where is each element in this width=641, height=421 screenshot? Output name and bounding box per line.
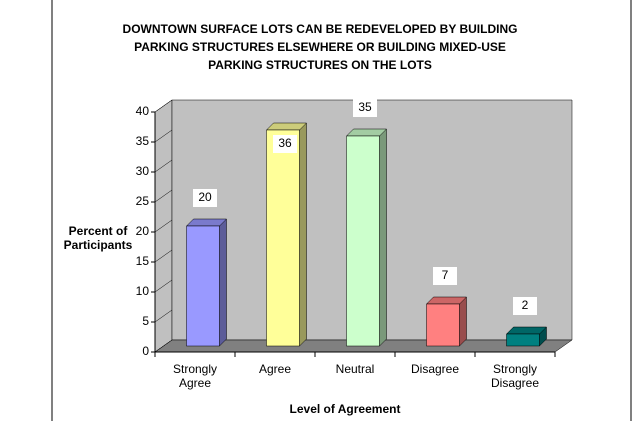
tick-depth: [154, 189, 173, 203]
x-tick-label: Agree: [259, 362, 291, 376]
bar-top: [265, 122, 308, 131]
bar-side: [219, 218, 227, 347]
y-tick-label: 25: [136, 194, 150, 208]
y-tick-label: 15: [136, 254, 150, 268]
tick-depth: [154, 309, 173, 323]
tick-depth: [154, 219, 173, 233]
bar-side: [459, 296, 467, 347]
bar: [266, 129, 300, 347]
x-tick-label: Strongly Agree: [173, 362, 217, 390]
bar-top: [505, 326, 548, 335]
x-tick-label: Disagree: [411, 362, 459, 376]
y-tick-label: 0: [142, 344, 149, 358]
x-tick-label: Neutral: [336, 362, 375, 376]
data-label: 36: [278, 136, 292, 150]
y-tick-label: 10: [136, 284, 150, 298]
y-tick-label: 30: [136, 164, 150, 178]
bar-top: [345, 128, 388, 137]
data-label-box: [433, 267, 457, 285]
bar: [426, 303, 460, 347]
y-tick-label: 35: [136, 134, 150, 148]
y-axis-label: Percent of Participants: [64, 224, 133, 252]
bar-side: [379, 128, 387, 347]
tick-depth: [154, 129, 173, 143]
data-label: 20: [198, 190, 212, 204]
x-tick-label: Strongly Disagree: [491, 362, 539, 390]
data-label: 7: [442, 268, 449, 282]
bar-side: [299, 122, 307, 347]
x-axis-label: Level of Agreement: [290, 402, 401, 416]
bar: [346, 135, 380, 347]
bar-top: [425, 296, 468, 305]
data-label-box: [353, 99, 377, 117]
data-label: 2: [522, 298, 529, 312]
tick-depth: [154, 339, 173, 353]
tick-depth: [154, 99, 173, 113]
bar: [506, 333, 540, 347]
data-label-box: [513, 297, 537, 315]
bar-top: [185, 218, 228, 227]
data-label-box: [193, 189, 217, 207]
chart-title: PARKING STRUCTURES ON THE LOTS: [208, 58, 432, 72]
tick-depth: [154, 249, 173, 263]
data-label: 35: [358, 100, 372, 114]
chart-title: DOWNTOWN SURFACE LOTS CAN BE REDEVELOPED…: [123, 22, 518, 36]
chart-title: PARKING STRUCTURES ELSEWHERE OR BUILDING…: [134, 40, 506, 54]
y-tick-label: 40: [136, 104, 150, 118]
data-label-box: [273, 135, 297, 153]
y-tick-label: 5: [142, 314, 149, 328]
tick-depth: [154, 279, 173, 293]
bar: [186, 225, 220, 347]
tick-depth: [154, 159, 173, 173]
y-tick-label: 20: [136, 224, 150, 238]
